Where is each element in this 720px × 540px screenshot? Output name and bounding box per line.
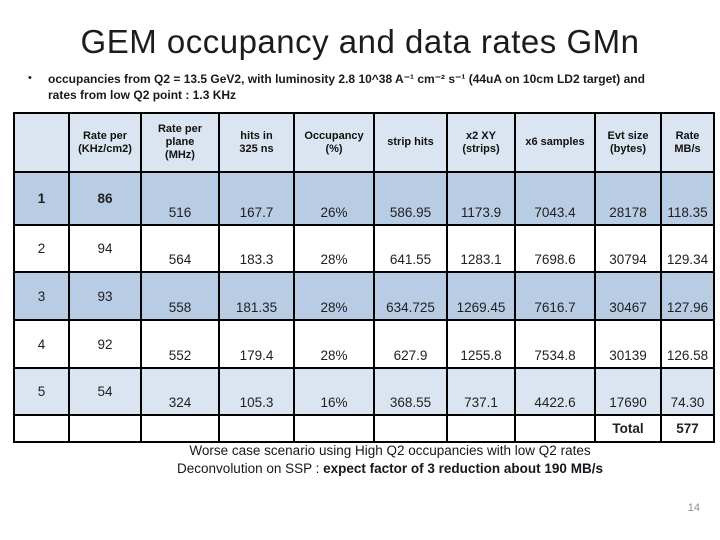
table-cell: 74.30	[660, 367, 715, 416]
column-header: Evt size (bytes)	[594, 112, 662, 173]
bullet-text: occupancies from Q2 = 13.5 GeV2, with lu…	[48, 72, 645, 102]
table-cell: 54	[68, 367, 142, 416]
table-cell	[514, 414, 596, 443]
table-cell: 1283.1	[446, 224, 516, 273]
table-cell	[218, 414, 295, 443]
table-row: 2 94 564 183.3 28% 641.55 1283.1 7698.6 …	[13, 224, 715, 273]
page-title: GEM occupancy and data rates GMn	[80, 23, 640, 60]
bullet-item: • occupancies from Q2 = 13.5 GeV2, with …	[28, 71, 700, 103]
table-cell: 129.34	[660, 224, 715, 273]
table-cell: 30794	[594, 224, 662, 273]
table-cell: 3	[13, 271, 70, 321]
table-cell: 586.95	[373, 171, 448, 226]
table-cell: 86	[68, 171, 142, 226]
table-cell: 552	[140, 319, 220, 369]
footer-line2-bold: expect factor of 3 reduction about 190 M…	[323, 461, 603, 476]
table-cell: 1255.8	[446, 319, 516, 369]
table-row: 5 54 324 105.3 16% 368.55 737.1 4422.6 1…	[13, 367, 715, 416]
table-cell: 94	[68, 224, 142, 273]
column-header: Rate per (KHz/cm2)	[68, 112, 142, 173]
table-cell	[68, 414, 142, 443]
total-label-cell: Total	[594, 414, 662, 443]
table-cell: 183.3	[218, 224, 295, 273]
column-header: Rate MB/s	[660, 112, 715, 173]
table-cell: 17690	[594, 367, 662, 416]
table-cell: 2	[13, 224, 70, 273]
table-cell: 179.4	[218, 319, 295, 369]
table-cell: 4422.6	[514, 367, 596, 416]
footer-note: Worse case scenario using High Q2 occupa…	[60, 442, 720, 478]
total-value-cell: 577	[660, 414, 715, 443]
table-cell: 641.55	[373, 224, 448, 273]
table-cell: 105.3	[218, 367, 295, 416]
table-cell: 737.1	[446, 367, 516, 416]
table-cell: 7616.7	[514, 271, 596, 321]
table-row: 3 93 558 181.35 28% 634.725 1269.45 7616…	[13, 271, 715, 321]
table-cell: 7043.4	[514, 171, 596, 226]
column-header	[13, 112, 70, 173]
table-cell: 324	[140, 367, 220, 416]
table-cell: 118.35	[660, 171, 715, 226]
table-row: 4 92 552 179.4 28% 627.9 1255.8 7534.8 3…	[13, 319, 715, 369]
table-cell: 558	[140, 271, 220, 321]
column-header: x2 XY (strips)	[446, 112, 516, 173]
table-cell: 167.7	[218, 171, 295, 226]
footer-line1: Worse case scenario using High Q2 occupa…	[189, 443, 591, 458]
table-cell	[140, 414, 220, 443]
table-cell: 127.96	[660, 271, 715, 321]
column-header: x6 samples	[514, 112, 596, 173]
column-header: strip hits	[373, 112, 448, 173]
table-cell: 516	[140, 171, 220, 226]
table-cell: 126.58	[660, 319, 715, 369]
table-cell: 627.9	[373, 319, 448, 369]
column-header: hits in 325 ns	[218, 112, 295, 173]
column-header: Occupancy (%)	[293, 112, 375, 173]
table-cell: 28%	[293, 319, 375, 369]
table-cell: 1269.45	[446, 271, 516, 321]
column-header: Rate per plane (MHz)	[140, 112, 220, 173]
footer-line2: Deconvolution on SSP : expect factor of …	[60, 460, 720, 478]
table-cell: 30467	[594, 271, 662, 321]
table-cell: 30139	[594, 319, 662, 369]
table-cell: 7698.6	[514, 224, 596, 273]
header-row: Rate per (KHz/cm2) Rate per plane (MHz) …	[13, 112, 715, 173]
table-cell: 1173.9	[446, 171, 516, 226]
table-cell: 26%	[293, 171, 375, 226]
table-cell: 368.55	[373, 367, 448, 416]
table-cell	[293, 414, 375, 443]
table-cell	[13, 414, 70, 443]
bullet-icon: •	[28, 72, 32, 84]
table-row: 1 86 516 167.7 26% 586.95 1173.9 7043.4 …	[13, 171, 715, 226]
footer-line2-prefix: Deconvolution on SSP :	[177, 461, 324, 476]
table-cell: 28178	[594, 171, 662, 226]
table-cell: 4	[13, 319, 70, 369]
table-cell	[446, 414, 516, 443]
table-row-total: Total 577	[13, 414, 715, 443]
table-cell: 634.725	[373, 271, 448, 321]
table-cell: 7534.8	[514, 319, 596, 369]
table-cell	[373, 414, 448, 443]
data-table: Rate per (KHz/cm2) Rate per plane (MHz) …	[13, 112, 715, 443]
table-cell: 28%	[293, 271, 375, 321]
page-number: 14	[687, 502, 700, 514]
table-cell: 93	[68, 271, 142, 321]
table-cell: 181.35	[218, 271, 295, 321]
table-cell: 5	[13, 367, 70, 416]
table-cell: 16%	[293, 367, 375, 416]
table-cell: 564	[140, 224, 220, 273]
table-cell: 1	[13, 171, 70, 226]
table-cell: 28%	[293, 224, 375, 273]
table-cell: 92	[68, 319, 142, 369]
